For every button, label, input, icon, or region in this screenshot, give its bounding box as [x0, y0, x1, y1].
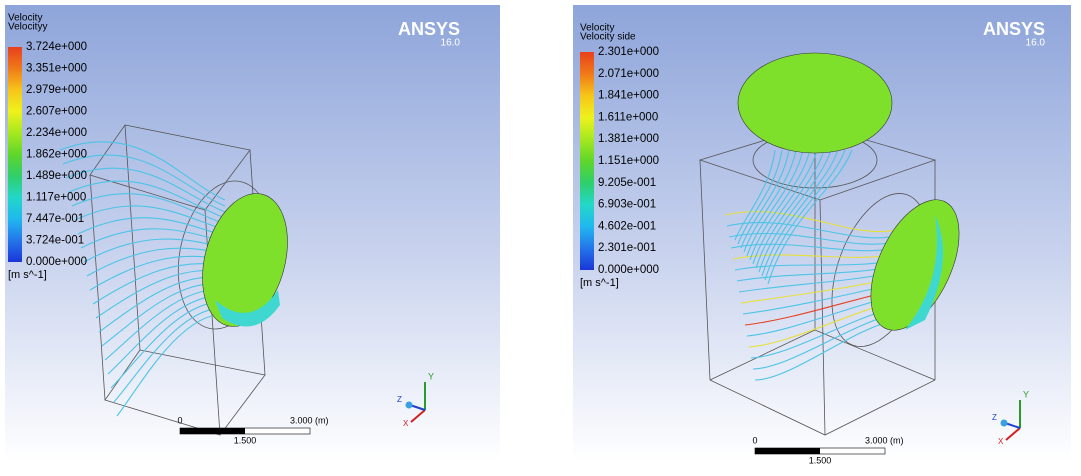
- legend-label: 9.205e-001: [598, 177, 656, 189]
- axis-origin: [1001, 420, 1008, 427]
- scale-end: 3.000 (m): [865, 435, 904, 445]
- legend-label: 1.151e+000: [598, 155, 659, 167]
- scale-bar-fill: [755, 448, 820, 454]
- scale-bar-fill: [180, 428, 245, 434]
- axis-x-label: X: [998, 437, 1004, 446]
- axis-x-label: X: [403, 419, 409, 428]
- legend-unit: [m s^-1]: [8, 269, 47, 281]
- scale-mid: 1.500: [809, 455, 832, 465]
- legend-label: 1.117e+000: [26, 192, 86, 204]
- page: VelocityVelocityy3.724e+0003.351e+0002.9…: [0, 0, 1081, 471]
- scale-start: 0: [177, 415, 182, 425]
- legend-label: 4.602e-001: [598, 220, 656, 232]
- axis-y-label: Y: [1023, 389, 1029, 399]
- legend-label: 2.234e+000: [26, 127, 87, 139]
- scale-end: 3.000 (m): [290, 415, 329, 425]
- legend-label: 0.000e+000: [598, 264, 659, 276]
- legend-label: 1.841e+000: [598, 90, 659, 102]
- axis-z-label: Z: [992, 413, 997, 422]
- legend-label: 1.862e+000: [26, 149, 87, 161]
- legend-unit: [m s^-1]: [580, 277, 619, 289]
- legend-label: 1.489e+000: [26, 170, 87, 182]
- scale-start: 0: [752, 435, 757, 445]
- axis-origin: [406, 402, 413, 409]
- outlet-top: [738, 53, 892, 153]
- legend-label: 2.071e+000: [598, 68, 659, 80]
- color-bar: [8, 47, 22, 262]
- legend-label: 1.381e+000: [598, 133, 659, 145]
- brand-logo: ANSYS: [398, 19, 460, 39]
- legend-label: 3.724e+000: [26, 41, 87, 53]
- version: 16.0: [441, 38, 461, 49]
- brand-logo: ANSYS: [983, 19, 1045, 39]
- version: 16.0: [1026, 38, 1046, 49]
- legend-label: 2.979e+000: [26, 84, 87, 96]
- legend-label: 1.611e+000: [598, 111, 658, 123]
- legend-label: 0.000e+000: [26, 256, 87, 268]
- legend-variable: Velocity side: [580, 32, 636, 43]
- legend-variable: Velocityy: [8, 22, 47, 33]
- color-bar: [580, 52, 594, 270]
- screenshot: VelocityVelocityy3.724e+0003.351e+0002.9…: [0, 0, 1081, 471]
- axis-z-label: Z: [397, 395, 402, 404]
- legend-label: 2.301e+000: [598, 46, 659, 58]
- legend-label: 6.903e-001: [598, 199, 656, 211]
- legend-label: 7.447e-001: [26, 213, 84, 225]
- legend-label: 3.351e+000: [26, 63, 87, 75]
- legend-label: 2.607e+000: [26, 106, 87, 118]
- legend-label: 3.724e-001: [26, 235, 84, 247]
- legend-label: 2.301e-001: [598, 242, 656, 254]
- scale-mid: 1.500: [234, 435, 257, 445]
- axis-y-label: Y: [428, 371, 434, 381]
